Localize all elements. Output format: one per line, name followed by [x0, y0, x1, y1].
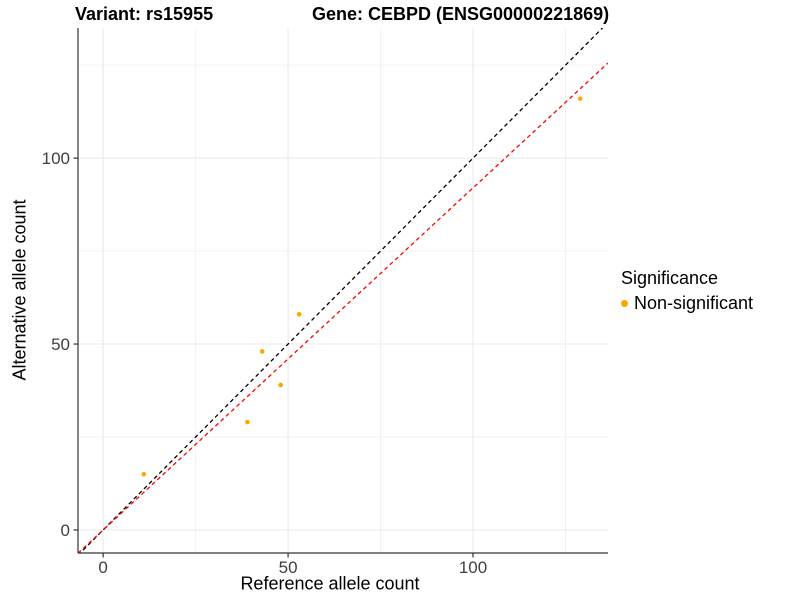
x-tick-label: 50 — [279, 558, 298, 577]
plot-title-gene: Gene: CEBPD (ENSG00000221869) — [312, 4, 610, 24]
y-tick-label: 0 — [61, 521, 70, 540]
data-point — [278, 382, 283, 388]
data-point — [577, 96, 583, 101]
x-tick-label: 0 — [98, 558, 107, 577]
legend-item: Non-significant — [621, 293, 753, 314]
legend-item-label: Non-significant — [634, 293, 754, 313]
y-tick-label: 50 — [51, 335, 70, 354]
data-point — [141, 471, 147, 477]
identity-line — [79, 28, 604, 553]
x-axis-title: Reference allele count — [240, 573, 420, 594]
y-axis-title: Alternative allele count — [9, 199, 30, 381]
data-point — [245, 419, 250, 425]
legend-point-icon — [621, 300, 628, 307]
plot-title-variant: Variant: rs15955 — [75, 4, 214, 24]
data-point — [296, 311, 302, 317]
legend-title: Significance — [621, 268, 719, 288]
y-tick-label: 100 — [42, 149, 70, 168]
fit-line — [78, 62, 608, 553]
data-point — [259, 349, 265, 354]
legend: Significance Non-significant — [621, 268, 753, 314]
x-tick-label: 100 — [459, 558, 487, 577]
